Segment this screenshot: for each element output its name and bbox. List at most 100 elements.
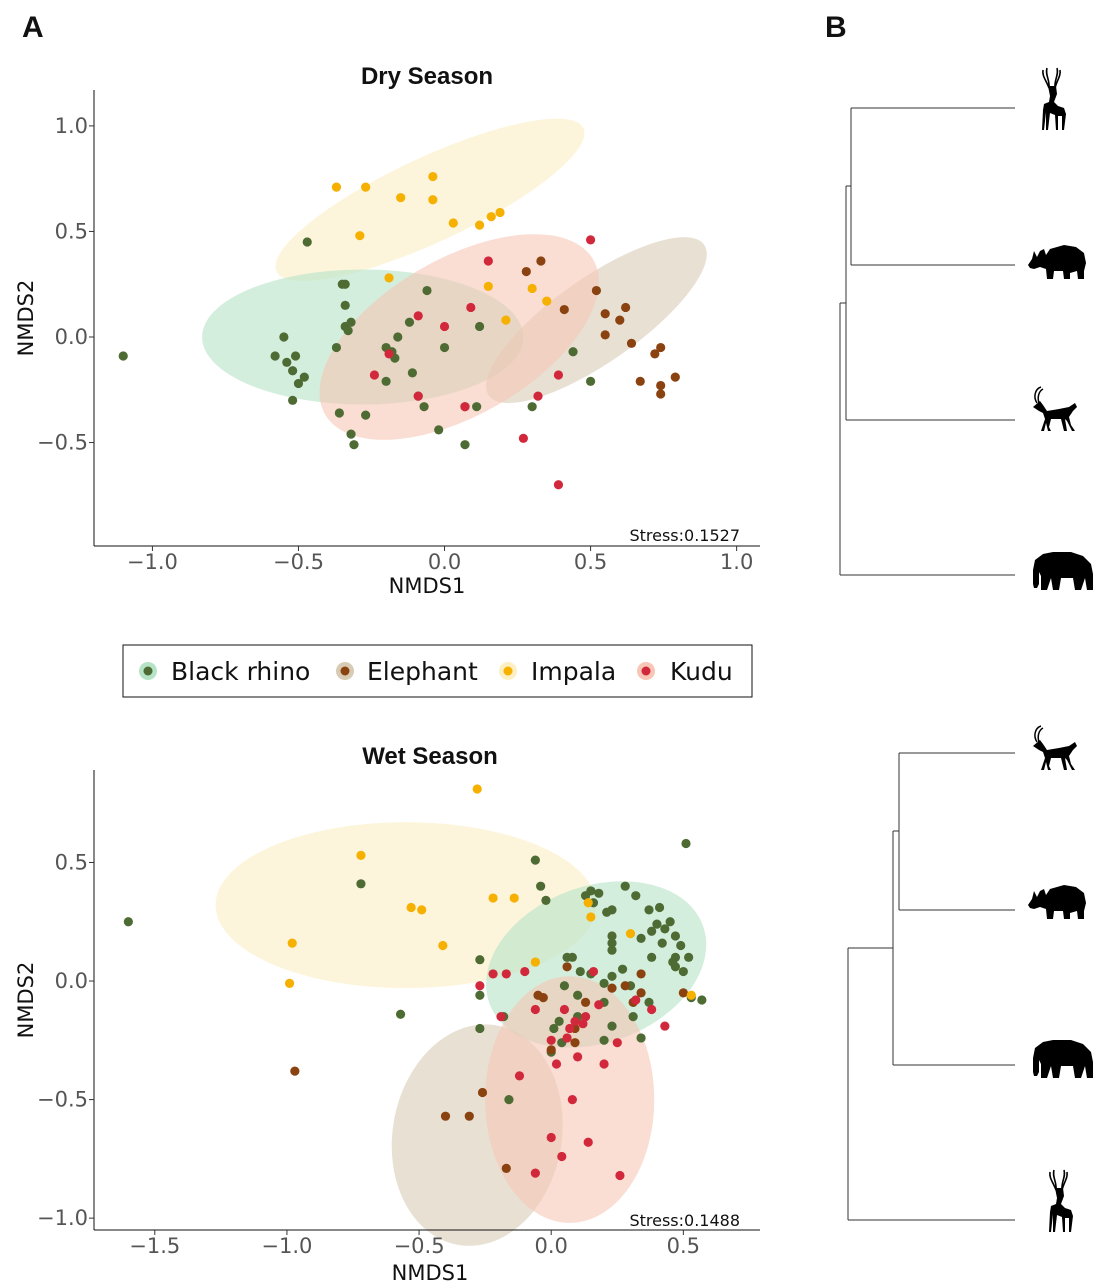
point-kudu — [562, 1033, 572, 1043]
point-black-rhino — [288, 366, 298, 376]
dry-ellipses — [202, 118, 707, 440]
point-impala — [486, 212, 496, 222]
point-impala — [501, 315, 511, 325]
legend-item-impala: Impala — [499, 657, 616, 686]
point-black-rhino — [697, 995, 707, 1005]
point-black-rhino — [340, 279, 350, 289]
point-black-rhino — [594, 888, 604, 898]
point-black-rhino — [536, 881, 546, 891]
point-black-rhino — [346, 317, 356, 327]
point-black-rhino — [657, 938, 667, 948]
point-kudu — [439, 321, 450, 332]
point-kudu — [580, 1011, 591, 1022]
kudu-icon — [1041, 67, 1067, 131]
point-kudu — [530, 1168, 540, 1178]
point-black-rhino — [407, 368, 417, 378]
point-kudu — [570, 1016, 580, 1026]
point-black-rhino — [270, 351, 280, 361]
point-kudu — [553, 370, 564, 380]
point-black-rhino — [299, 372, 309, 382]
wet-y-ticks: −1.0 −0.5 0.0 0.5 — [37, 850, 94, 1230]
point-black-rhino — [331, 342, 342, 353]
point-kudu — [483, 256, 493, 266]
point-kudu — [518, 433, 528, 443]
point-kudu — [369, 370, 380, 380]
point-black-rhino — [586, 886, 596, 896]
point-black-rhino — [475, 990, 485, 1000]
point-black-rhino — [678, 966, 688, 977]
point-elephant — [635, 376, 645, 386]
point-impala — [509, 893, 519, 903]
wet-season-plot: Wet Season −1.0 −0.5 0.0 0.5 −1.5 −1.0 −0.5 0.… — [14, 743, 760, 1283]
x-tick-label: 0.0 — [535, 1234, 568, 1258]
point-elephant — [290, 1066, 300, 1076]
point-kudu — [413, 391, 423, 401]
rhino-icon — [1028, 245, 1086, 279]
point-black-rhino — [349, 440, 359, 450]
point-black-rhino — [647, 952, 657, 962]
legend: Black rhino Elephant Impala Kudu — [122, 644, 753, 698]
point-black-rhino — [282, 357, 292, 367]
point-impala — [287, 938, 297, 948]
point-kudu — [520, 966, 530, 977]
point-kudu — [559, 1004, 570, 1015]
y-tick-label: 1.0 — [55, 114, 88, 138]
legend-key-dot — [503, 666, 513, 676]
point-elephant — [562, 962, 572, 972]
point-black-rhino — [607, 1021, 617, 1031]
point-impala — [428, 171, 438, 182]
point-impala — [361, 182, 371, 192]
dendrogram-branch — [839, 302, 1015, 576]
point-elephant — [600, 309, 610, 319]
wet-points — [123, 784, 707, 1181]
point-black-rhino — [652, 919, 662, 929]
point-elephant — [546, 1045, 556, 1055]
point-black-rhino — [123, 917, 133, 927]
point-black-rhino — [475, 955, 485, 965]
point-black-rhino — [607, 905, 617, 915]
point-black-rhino — [474, 321, 485, 332]
point-impala — [625, 929, 636, 939]
wet-x-ticks: −1.5 −1.0 −0.5 0.0 0.5 — [129, 1230, 700, 1258]
point-black-rhino — [472, 402, 482, 412]
point-elephant — [620, 981, 630, 991]
point-black-rhino — [575, 966, 585, 977]
point-impala — [355, 231, 365, 241]
point-elephant — [536, 256, 546, 266]
point-kudu — [501, 969, 511, 979]
point-black-rhino — [549, 1023, 559, 1034]
point-black-rhino — [654, 902, 665, 913]
point-kudu — [599, 1059, 609, 1069]
point-kudu — [647, 1004, 657, 1015]
point-black-rhino — [475, 1023, 485, 1034]
point-kudu — [615, 1170, 625, 1181]
point-black-rhino — [573, 990, 583, 1000]
dendrogram-wet — [847, 752, 1015, 1221]
x-tick-label: −1.0 — [127, 550, 178, 574]
point-kudu — [413, 311, 423, 321]
point-kudu — [557, 1151, 567, 1162]
point-black-rhino — [676, 940, 686, 951]
point-black-rhino — [559, 981, 570, 991]
point-black-rhino — [279, 332, 289, 342]
point-black-rhino — [665, 917, 675, 927]
legend-key-dot — [143, 666, 153, 676]
point-elephant — [570, 1038, 580, 1048]
point-kudu — [565, 1023, 575, 1034]
point-black-rhino — [118, 351, 128, 361]
point-impala — [530, 957, 540, 967]
point-kudu — [573, 1052, 583, 1062]
legend-key-dot — [340, 666, 350, 676]
point-black-rhino — [393, 332, 403, 342]
point-kudu — [578, 1019, 588, 1029]
x-tick-label: −0.5 — [273, 550, 324, 574]
point-black-rhino — [585, 376, 596, 386]
point-kudu — [384, 349, 394, 359]
point-black-rhino — [681, 838, 691, 849]
wet-season-title: Wet Season — [362, 743, 498, 770]
impala-icon — [1032, 725, 1078, 771]
wet-ellipses — [215, 822, 707, 1246]
point-elephant — [591, 285, 602, 296]
point-impala — [686, 990, 696, 1000]
impala-icon — [1032, 386, 1078, 432]
